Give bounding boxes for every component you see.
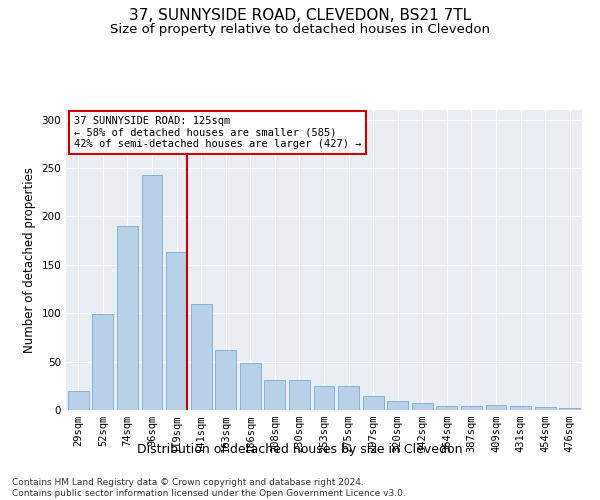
Bar bbox=[559, 408, 580, 410]
Bar bbox=[387, 402, 408, 410]
Bar bbox=[240, 362, 261, 410]
Bar bbox=[215, 350, 236, 410]
Bar bbox=[461, 406, 482, 410]
Bar bbox=[510, 406, 531, 410]
Bar bbox=[166, 252, 187, 410]
Bar bbox=[485, 405, 506, 410]
Bar bbox=[412, 403, 433, 410]
Bar bbox=[68, 390, 89, 410]
Text: Distribution of detached houses by size in Clevedon: Distribution of detached houses by size … bbox=[137, 442, 463, 456]
Bar bbox=[436, 406, 457, 410]
Bar bbox=[191, 304, 212, 410]
Text: Size of property relative to detached houses in Clevedon: Size of property relative to detached ho… bbox=[110, 22, 490, 36]
Bar bbox=[289, 380, 310, 410]
Bar bbox=[142, 175, 163, 410]
Bar bbox=[362, 396, 383, 410]
Text: Contains HM Land Registry data © Crown copyright and database right 2024.
Contai: Contains HM Land Registry data © Crown c… bbox=[12, 478, 406, 498]
Y-axis label: Number of detached properties: Number of detached properties bbox=[23, 167, 36, 353]
Bar bbox=[338, 386, 359, 410]
Text: 37 SUNNYSIDE ROAD: 125sqm
← 58% of detached houses are smaller (585)
42% of semi: 37 SUNNYSIDE ROAD: 125sqm ← 58% of detac… bbox=[74, 116, 361, 149]
Bar bbox=[314, 386, 334, 410]
Bar bbox=[117, 226, 138, 410]
Bar bbox=[265, 380, 286, 410]
Bar bbox=[535, 407, 556, 410]
Text: 37, SUNNYSIDE ROAD, CLEVEDON, BS21 7TL: 37, SUNNYSIDE ROAD, CLEVEDON, BS21 7TL bbox=[129, 8, 471, 22]
Bar bbox=[92, 314, 113, 410]
